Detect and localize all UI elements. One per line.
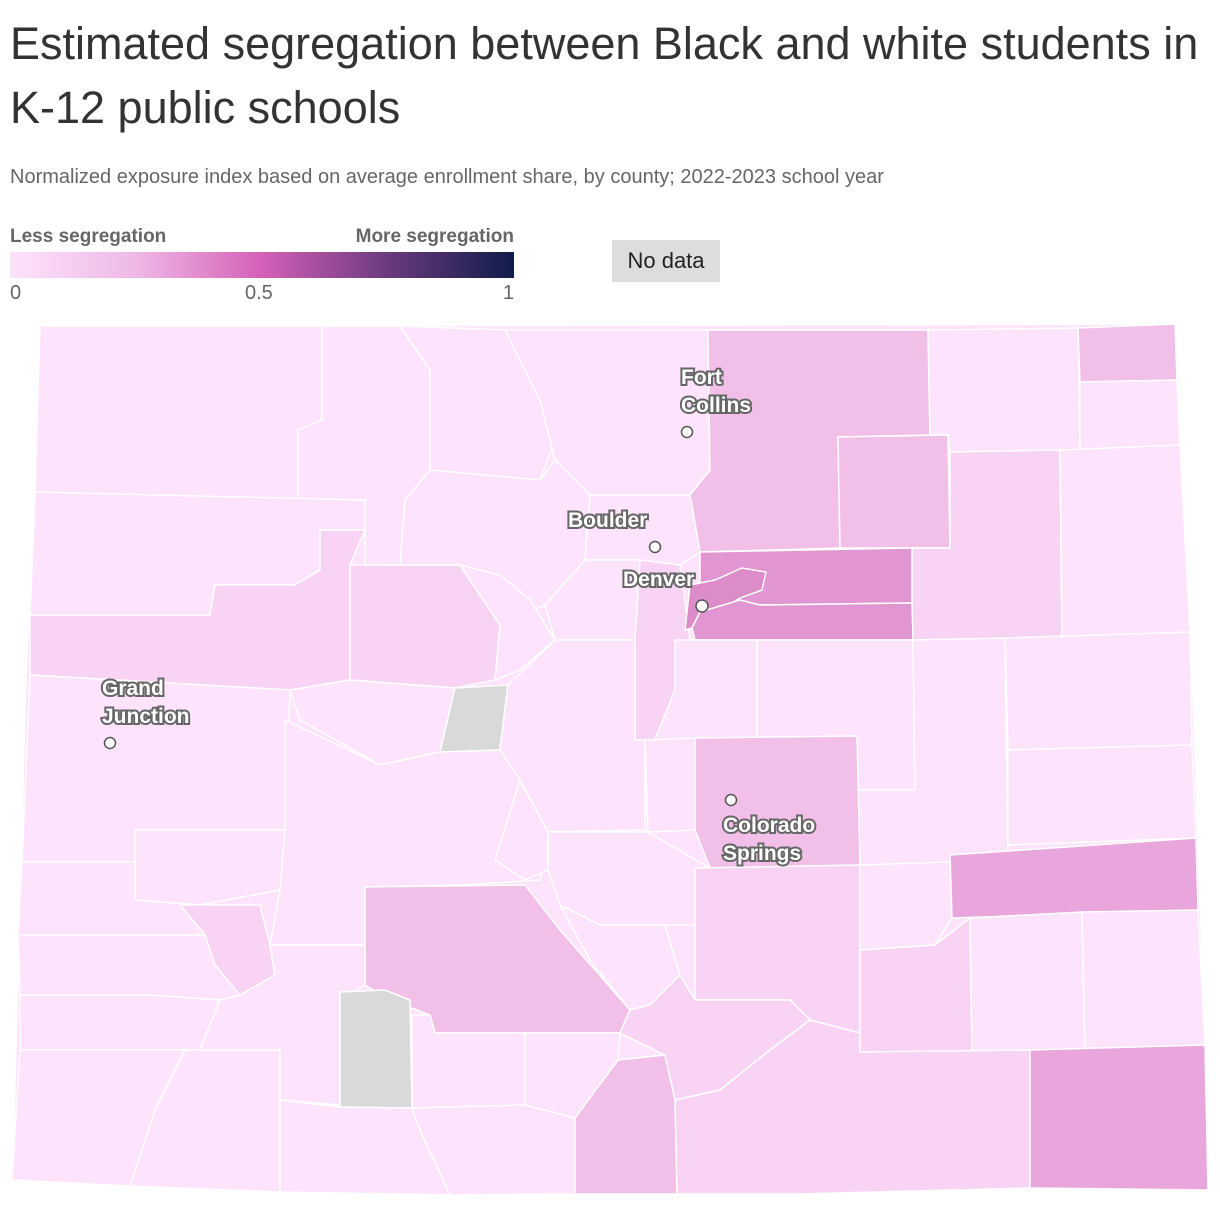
- city-denver[interactable]: Denver: [621, 566, 709, 613]
- county-moffat[interactable]: [34, 325, 323, 501]
- city-label-grand-junction: Grand: [102, 677, 164, 700]
- city-label-boulder: Boulder: [568, 509, 647, 532]
- legend-tick-1: 1: [502, 282, 514, 304]
- city-marker-denver[interactable]: [695, 599, 709, 613]
- county-gunnison[interactable]: [269, 718, 549, 946]
- legend-tick-0: 0: [10, 282, 22, 304]
- legend-high-label: More segregation: [355, 226, 514, 247]
- legend-tick-0-5: 0.5: [245, 282, 273, 304]
- city-colorado-springs[interactable]: Colorado Springs: [721, 793, 817, 867]
- county-summit[interactable]: [458, 563, 556, 682]
- county-teller[interactable]: [644, 737, 696, 833]
- city-marker-colorado-springs[interactable]: [724, 793, 738, 807]
- chart-title: Estimated segregation between Black and …: [10, 18, 1199, 133]
- city-label-fort-collins-line2: Collins: [681, 394, 751, 417]
- county-las-animas[interactable]: [674, 1019, 1031, 1195]
- city-boulder[interactable]: Boulder: [566, 507, 662, 554]
- county-mineral[interactable]: [339, 989, 413, 1109]
- county-phillips[interactable]: [1079, 379, 1181, 451]
- county-crowley[interactable]: [859, 861, 953, 951]
- legend-low-label: Less segregation: [10, 226, 167, 247]
- county-san-miguel[interactable]: [17, 934, 242, 1001]
- chart-subtitle: Normalized exposure index based on avera…: [10, 166, 884, 188]
- county-denver[interactable]: [684, 567, 767, 632]
- city-label-colorado-springs: Colorado: [723, 814, 815, 837]
- county-chaffee[interactable]: [494, 778, 549, 881]
- city-label-colorado-springs-line2: Springs: [723, 842, 801, 865]
- county-delta[interactable]: [134, 829, 286, 906]
- no-data-legend-swatch: No data: [612, 240, 720, 282]
- county-arapahoe[interactable]: [691, 599, 914, 641]
- county-cheyenne[interactable]: [1007, 744, 1197, 846]
- city-marker-boulder[interactable]: [648, 540, 662, 554]
- county-logan[interactable]: [927, 327, 1081, 453]
- county-bent[interactable]: [969, 911, 1086, 1053]
- county-yuma[interactable]: [1059, 444, 1191, 641]
- city-label-denver: Denver: [623, 568, 694, 591]
- county-prowers[interactable]: [1081, 909, 1206, 1051]
- legend-color-ramp: [10, 252, 514, 278]
- city-label-grand-junction-line2: Junction: [102, 705, 190, 728]
- county-dolores[interactable]: [19, 994, 222, 1051]
- city-grand-junction[interactable]: Grand Junction: [100, 675, 192, 750]
- city-marker-fort-collins[interactable]: [680, 425, 694, 439]
- city-label-fort-collins: Fort: [681, 366, 722, 389]
- county-sedgwick[interactable]: [1077, 323, 1178, 383]
- county-layer: [11, 323, 1209, 1196]
- county-baca[interactable]: [1029, 1044, 1209, 1191]
- county-morgan[interactable]: [837, 434, 951, 549]
- city-marker-grand-junction[interactable]: [103, 736, 117, 750]
- city-fort-collins[interactable]: Fort Collins: [679, 364, 753, 439]
- county-kit-carson[interactable]: [1004, 631, 1193, 751]
